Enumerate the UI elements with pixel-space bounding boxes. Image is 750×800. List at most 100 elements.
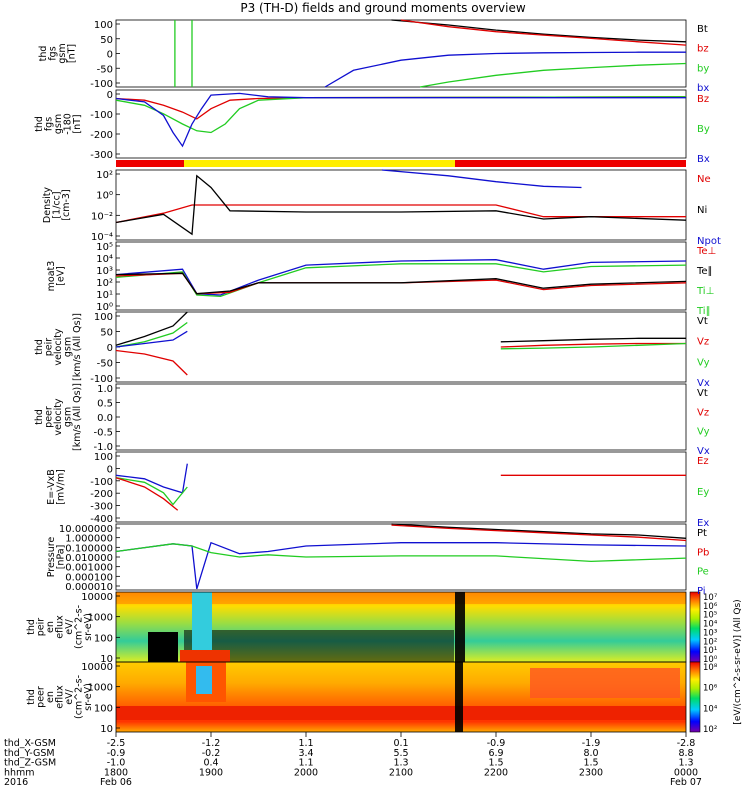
ylabel-line: fgs — [48, 46, 59, 60]
xtick-label: -0.9 — [487, 738, 506, 749]
legend-entry-Vt: Vt — [697, 388, 708, 399]
legend-entry-Ti⊥: Ti⊥ — [696, 286, 714, 297]
ylabel-line: [mV/m] — [56, 469, 67, 505]
legend-entry-Npot: Npot — [697, 236, 721, 247]
ylabel-line: [cm-3] — [61, 189, 72, 220]
electron-spectrogram-heating — [530, 668, 680, 698]
panel-efield: 1000 -100-200 -300-400 E=-VxB[mV/m] Ez Ey Ex — [46, 451, 709, 529]
ylabel-line: -180 — [63, 113, 74, 135]
xtick-label: -0.9 — [107, 748, 126, 759]
colorbar-tick: 10⁰ — [703, 655, 718, 665]
series-Ey — [115, 477, 188, 506]
ylabel-line: (cm^2-s- — [74, 605, 85, 649]
ylabel-line: thd — [38, 46, 49, 62]
panel-frame — [115, 241, 687, 311]
ytick-label: 10² — [96, 278, 113, 289]
panel-frame — [115, 169, 687, 241]
ylabel-line: eV/ — [64, 618, 75, 634]
ytick-label: -200 — [90, 130, 113, 141]
ion-spectrogram-gap — [148, 632, 178, 662]
legend-entry-Pt: Pt — [697, 528, 707, 539]
ytick-label: -1.0 — [93, 442, 113, 453]
legend-entry-Ti∥: Ti∥ — [696, 306, 711, 317]
legend-entry-Ni: Ni — [697, 205, 707, 216]
legend-entry-Pb: Pb — [697, 547, 709, 558]
electron-spectrogram-band — [116, 706, 686, 720]
ytick-label: 10⁵ — [96, 242, 113, 253]
panel-frame — [115, 19, 687, 88]
series-Npot — [381, 169, 582, 189]
series-Te∥ — [115, 272, 687, 295]
ylabel-line: peir — [36, 618, 47, 637]
series-bz — [400, 19, 687, 46]
ytick-label: 10.000000 — [59, 524, 113, 535]
legend-entry-Vz: Vz — [697, 407, 709, 418]
series-Bz — [115, 96, 687, 120]
xtick-label: 2100 — [389, 767, 413, 778]
ylabel-line: thd — [34, 339, 45, 355]
ylabel-line: [1/cc] — [52, 191, 63, 218]
ylabel-line: thd — [34, 116, 45, 132]
figure-title: P3 (TH-D) fields and ground moments over… — [240, 1, 525, 15]
colorbar-tick: 10⁶ — [703, 684, 718, 694]
series-by3 — [419, 62, 687, 88]
legend-entry-By: By — [697, 124, 710, 135]
ytick-label: 1.0 — [97, 384, 113, 395]
ylabel-line: velocity — [53, 328, 64, 366]
legend-entry-Vy: Vy — [697, 357, 710, 368]
series-Pe — [115, 543, 687, 563]
axis-row-label: hhmm — [4, 767, 35, 778]
ytick-label: 0.100000 — [65, 543, 113, 554]
ytick-label: -50 — [97, 359, 113, 370]
xtick-label: 3.4 — [298, 748, 313, 759]
ytick-label: 10⁰ — [96, 191, 113, 202]
xtick-label: 1800 — [104, 767, 128, 778]
time-axis: thd_X-GSMthd_Y-GSMthd_Z-GSMhhmm2016-2.5-… — [4, 732, 702, 788]
ion-spectrogram-top-band — [116, 592, 686, 604]
ytick-label: 0 — [107, 90, 113, 101]
ylabel-line: Pressure — [46, 537, 57, 578]
ytick-label: -200 — [90, 489, 113, 500]
ytick-label: 10 — [100, 724, 113, 735]
series-Pt — [391, 523, 687, 539]
colorbar-tick: 10¹ — [703, 646, 717, 656]
ytick-label: 100 — [94, 452, 113, 463]
ion-spectrogram-injection — [192, 592, 212, 657]
series-Vz — [115, 349, 188, 376]
ion-spectrogram — [116, 592, 686, 662]
legend-entry-Ne: Ne — [697, 174, 711, 185]
ytick-label: 0.5 — [97, 399, 113, 410]
ylabel-line: peer — [44, 406, 55, 428]
series-Vt — [115, 311, 188, 346]
ytick-label: 10⁻⁴ — [91, 232, 113, 243]
legend-entry-Te∥: Te∥ — [696, 266, 713, 277]
legend-entry-Vt: Vt — [697, 316, 708, 327]
ytick-label: 10 — [100, 654, 113, 665]
ytick-label: 50 — [100, 328, 113, 339]
xtick-label: 1.1 — [298, 758, 313, 769]
ytick-label: -300 — [90, 502, 113, 513]
ytick-label: -50 — [97, 64, 113, 75]
panel-frame — [115, 451, 687, 523]
ylabel-line: eV/ — [64, 688, 75, 704]
ytick-label: 0 — [107, 50, 113, 61]
xtick-label: 2000 — [294, 767, 318, 778]
legend-entry-Bx: Bx — [697, 154, 710, 165]
legend-entry-bx: bx — [697, 83, 709, 94]
ylabel-line: [nT] — [72, 114, 83, 133]
xtick-label: -2.5 — [107, 738, 126, 749]
series-Vy — [115, 321, 188, 348]
series-Ti∥ — [115, 263, 687, 298]
status-bar — [116, 160, 686, 167]
xtick-label: 0000 — [674, 767, 698, 778]
legend-entry-Vz: Vz — [697, 337, 709, 348]
xtick-label: -1.9 — [582, 738, 601, 749]
ylabel-line: gsm — [63, 407, 74, 427]
colorbar-tick: 10⁴ — [703, 704, 718, 714]
ytick-label: 1000 — [88, 683, 113, 694]
series-Bx — [115, 92, 686, 148]
ylabel-line: moat3 — [46, 261, 57, 292]
legend-entry-Bz: Bz — [697, 94, 709, 105]
